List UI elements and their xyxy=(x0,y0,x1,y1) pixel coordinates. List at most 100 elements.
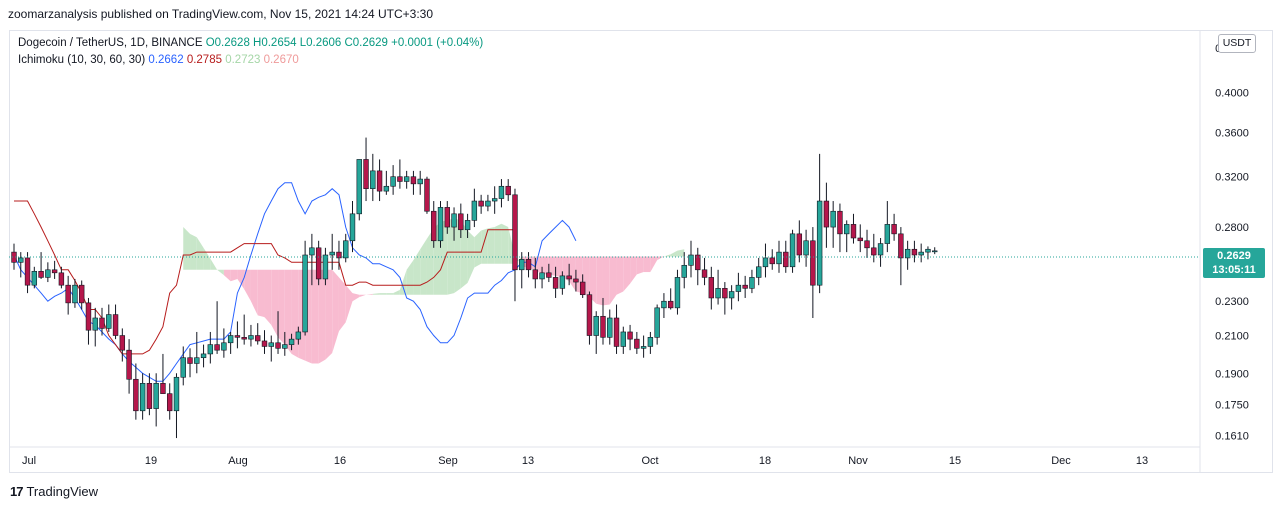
x-tick-label: 13 xyxy=(1136,455,1148,467)
cloud-segment xyxy=(616,256,624,295)
candle-body xyxy=(437,207,444,242)
cloud-segment xyxy=(677,249,685,257)
candle-body xyxy=(857,237,863,242)
cloud-segment xyxy=(569,256,576,292)
cloud-segment xyxy=(596,256,603,306)
cloud-segment xyxy=(379,293,387,295)
candle-body xyxy=(566,275,572,280)
cloud-segment xyxy=(481,228,488,264)
candle xyxy=(65,275,71,315)
cloud-segment xyxy=(467,230,475,283)
candle xyxy=(119,328,126,362)
candle xyxy=(363,137,369,202)
candle xyxy=(681,252,687,289)
candle-body xyxy=(471,200,478,221)
candle-body xyxy=(620,331,627,347)
candle-body xyxy=(417,178,423,185)
conversion-line xyxy=(13,182,577,382)
candle-body xyxy=(227,335,234,344)
candle xyxy=(654,304,660,345)
candle xyxy=(559,271,566,295)
candle xyxy=(343,233,349,263)
candle xyxy=(803,229,809,267)
candle xyxy=(153,373,159,427)
candle-body xyxy=(221,342,227,351)
candle xyxy=(349,201,356,253)
candle-body xyxy=(810,240,816,286)
cloud-segment xyxy=(325,269,333,360)
cloud-segment xyxy=(345,285,353,323)
cloud-segment xyxy=(494,223,502,264)
candle-body xyxy=(505,185,511,196)
candle xyxy=(275,311,281,354)
candle xyxy=(45,262,51,283)
cloud-segment xyxy=(460,220,468,289)
cloud-segment xyxy=(670,250,678,257)
candle-body xyxy=(904,248,911,259)
candle-body xyxy=(898,233,904,259)
candle xyxy=(627,324,633,351)
candle xyxy=(167,383,173,420)
span-b-value: 0.2670 xyxy=(263,54,299,66)
candle xyxy=(214,301,220,354)
candle-body xyxy=(51,269,58,274)
candle xyxy=(200,344,207,368)
candle xyxy=(160,353,166,394)
y-tick-label: 0.3200 xyxy=(1215,172,1249,184)
candle xyxy=(695,247,701,286)
candle xyxy=(498,179,505,208)
candle xyxy=(139,373,146,420)
candle xyxy=(586,291,593,345)
candle xyxy=(417,170,423,195)
cloud-segment xyxy=(602,256,610,306)
chart-legend: Dogecoin / TetherUS, 1D, BINANCE O0.2628… xyxy=(18,35,483,69)
candle-body xyxy=(234,335,241,338)
candle xyxy=(424,176,430,214)
candle-body xyxy=(742,284,748,289)
candle-body xyxy=(688,254,694,266)
cloud-segment xyxy=(650,256,658,273)
candle xyxy=(227,331,234,354)
candle xyxy=(99,307,105,336)
candle xyxy=(823,182,830,248)
candle xyxy=(640,335,647,358)
x-tick-label: 19 xyxy=(145,455,157,467)
symbol-row[interactable]: Dogecoin / TetherUS, 1D, BINANCE O0.2628… xyxy=(18,35,483,52)
current-price-label: 0.2629 13:05:11 xyxy=(1203,248,1265,278)
cloud-segment xyxy=(487,227,495,264)
cloud-segment xyxy=(609,256,617,305)
candle-body xyxy=(877,243,884,256)
candle xyxy=(431,201,437,248)
candle-body xyxy=(376,170,383,192)
candle-body xyxy=(478,200,484,207)
candle xyxy=(519,252,525,289)
cloud-segment xyxy=(257,269,265,318)
candle xyxy=(51,260,58,279)
candle xyxy=(864,229,870,258)
currency-button[interactable]: USDT xyxy=(1218,34,1256,53)
candle-body xyxy=(403,176,410,182)
cloud-segment xyxy=(190,233,197,270)
candle-body xyxy=(871,247,877,256)
candle xyxy=(634,331,640,354)
tradingview-logo[interactable]: 17 TradingView xyxy=(10,484,98,499)
candle xyxy=(810,227,816,318)
candle xyxy=(268,335,274,362)
candle-body xyxy=(180,357,186,378)
candle xyxy=(444,201,450,234)
candle-body xyxy=(458,213,464,231)
candle-body xyxy=(519,259,525,271)
y-tick-label: 0.2300 xyxy=(1215,296,1249,308)
candle-body xyxy=(126,349,132,380)
candle-body xyxy=(864,240,870,249)
candle-body xyxy=(674,277,681,309)
x-tick-label: 13 xyxy=(522,455,534,467)
candle xyxy=(607,309,613,345)
chart-frame[interactable] xyxy=(9,30,1273,473)
cloud-segment xyxy=(278,269,285,345)
candle xyxy=(478,194,484,214)
indicator-row[interactable]: Ichimoku (10, 30, 60, 30) 0.2662 0.2785 … xyxy=(18,52,483,69)
candle xyxy=(918,243,924,263)
cloud-segment xyxy=(230,269,238,282)
